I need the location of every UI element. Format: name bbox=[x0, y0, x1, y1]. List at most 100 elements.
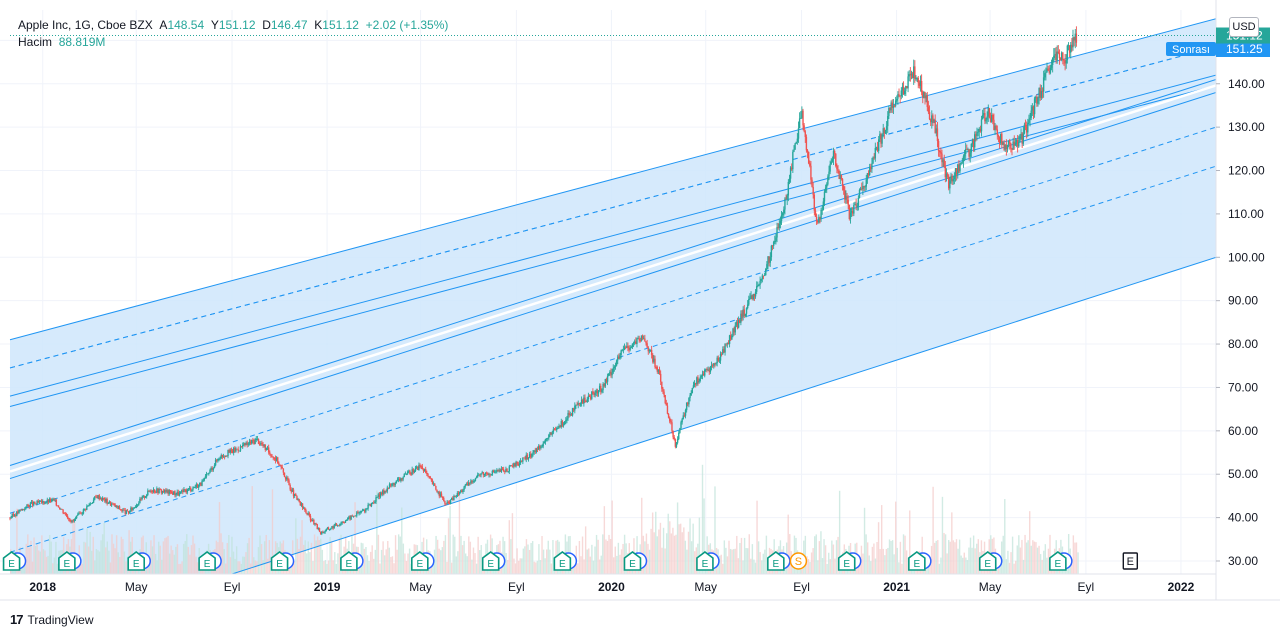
volume-bar bbox=[1076, 542, 1077, 574]
candle-body bbox=[503, 469, 504, 471]
volume-bar bbox=[655, 512, 656, 574]
time-axis: 2018MayEyl2019MayEyl2020MayEyl2021MayEyl… bbox=[0, 574, 1280, 600]
candle-body bbox=[623, 350, 624, 351]
volume-bar bbox=[876, 542, 877, 574]
time-tick-label: 2022 bbox=[1168, 580, 1195, 594]
volume-bar bbox=[105, 547, 106, 574]
time-tick-label: Eyl bbox=[508, 580, 525, 594]
candle-body bbox=[615, 365, 616, 366]
volume-bar bbox=[41, 535, 42, 574]
volume-bar bbox=[1018, 535, 1019, 574]
volume-bar bbox=[658, 529, 659, 574]
candle-body bbox=[59, 507, 60, 509]
candle-body bbox=[1019, 135, 1020, 142]
volume-bar bbox=[320, 539, 321, 574]
candle-body bbox=[127, 510, 128, 511]
volume-bar bbox=[225, 563, 226, 574]
change-value: +2.02 (+1.35%) bbox=[366, 18, 449, 32]
volume-bar bbox=[646, 534, 647, 574]
candle-body bbox=[346, 520, 347, 521]
candle-body bbox=[749, 297, 750, 299]
volume-bar bbox=[512, 513, 513, 574]
candle-body bbox=[75, 518, 76, 519]
volume-bar bbox=[761, 560, 762, 574]
volume-bar bbox=[306, 553, 307, 574]
candle-body bbox=[302, 503, 303, 507]
candle-body bbox=[507, 471, 508, 472]
volume-bar bbox=[552, 540, 553, 574]
volume-bar bbox=[457, 551, 458, 574]
candle-body bbox=[947, 174, 948, 177]
candle-body bbox=[661, 382, 662, 389]
volume-bar bbox=[538, 544, 539, 574]
volume-bar bbox=[946, 553, 947, 574]
chart-legend: Apple Inc, 1G, Cboe BZX A148.54 Y151.12 … bbox=[18, 17, 448, 51]
volume-bar bbox=[833, 545, 834, 574]
candle-body bbox=[823, 201, 824, 209]
volume-bar bbox=[535, 562, 536, 574]
volume-bar bbox=[945, 534, 946, 574]
volume-bar bbox=[819, 541, 820, 574]
volume-bar bbox=[32, 562, 33, 574]
volume-bar bbox=[621, 549, 622, 574]
candle-body bbox=[179, 493, 180, 496]
candle-body bbox=[511, 465, 512, 466]
volume-bar bbox=[462, 545, 463, 574]
symbol-title[interactable]: Apple Inc, 1G, Cboe BZX bbox=[18, 18, 153, 32]
candle-body bbox=[106, 499, 107, 503]
volume-bar bbox=[437, 540, 438, 574]
candle-body bbox=[756, 286, 757, 292]
volume-bar bbox=[890, 541, 891, 574]
candle-body bbox=[780, 221, 781, 224]
volume-bar bbox=[468, 536, 469, 574]
price-tick-label: 60.00 bbox=[1228, 424, 1258, 438]
candle-body bbox=[1076, 34, 1077, 43]
candle-body bbox=[202, 480, 203, 481]
volume-bar bbox=[403, 544, 404, 574]
candle-body bbox=[103, 498, 104, 499]
currency-button[interactable]: USD bbox=[1229, 17, 1259, 37]
volume-bar bbox=[817, 560, 818, 574]
candle-body bbox=[689, 395, 690, 398]
earnings-icon-label: E bbox=[629, 559, 636, 570]
volume-bar bbox=[970, 538, 971, 574]
time-tick-label: Eyl bbox=[224, 580, 241, 594]
volume-bar bbox=[1077, 552, 1078, 574]
candle-body bbox=[376, 497, 377, 498]
candle-body bbox=[692, 388, 693, 393]
tradingview-logo[interactable]: 17 TradingView bbox=[10, 612, 94, 627]
candle-body bbox=[787, 195, 788, 199]
volume-bar bbox=[883, 549, 884, 574]
candle-body bbox=[715, 363, 716, 364]
volume-bar bbox=[939, 564, 940, 574]
candle-body bbox=[619, 355, 620, 359]
volume-bar bbox=[814, 536, 815, 574]
volume-bar bbox=[156, 560, 157, 574]
candle-body bbox=[783, 210, 784, 213]
candle-body bbox=[248, 443, 249, 444]
volume-bar bbox=[197, 562, 198, 574]
volume-bar bbox=[230, 557, 231, 574]
candle-body bbox=[531, 454, 532, 458]
candle-body bbox=[704, 370, 705, 376]
volume-bar bbox=[619, 555, 620, 574]
earnings-icon-label: E bbox=[133, 559, 140, 570]
candle-body bbox=[765, 269, 766, 275]
candle-body bbox=[345, 521, 346, 523]
candle-body bbox=[231, 450, 232, 451]
candle-body bbox=[409, 471, 410, 475]
candle-body bbox=[589, 396, 590, 397]
volume-bar bbox=[54, 558, 55, 574]
volume-bar bbox=[527, 545, 528, 574]
volume-bar bbox=[470, 542, 471, 574]
candle-body bbox=[141, 497, 142, 499]
volume-bar bbox=[764, 550, 765, 574]
candle-body bbox=[745, 314, 746, 316]
candle-body bbox=[939, 151, 940, 152]
candle-body bbox=[557, 428, 558, 429]
candle-body bbox=[323, 532, 324, 533]
volume-bar bbox=[261, 544, 262, 574]
volume-bar bbox=[597, 540, 598, 574]
candle-body bbox=[1031, 111, 1032, 118]
